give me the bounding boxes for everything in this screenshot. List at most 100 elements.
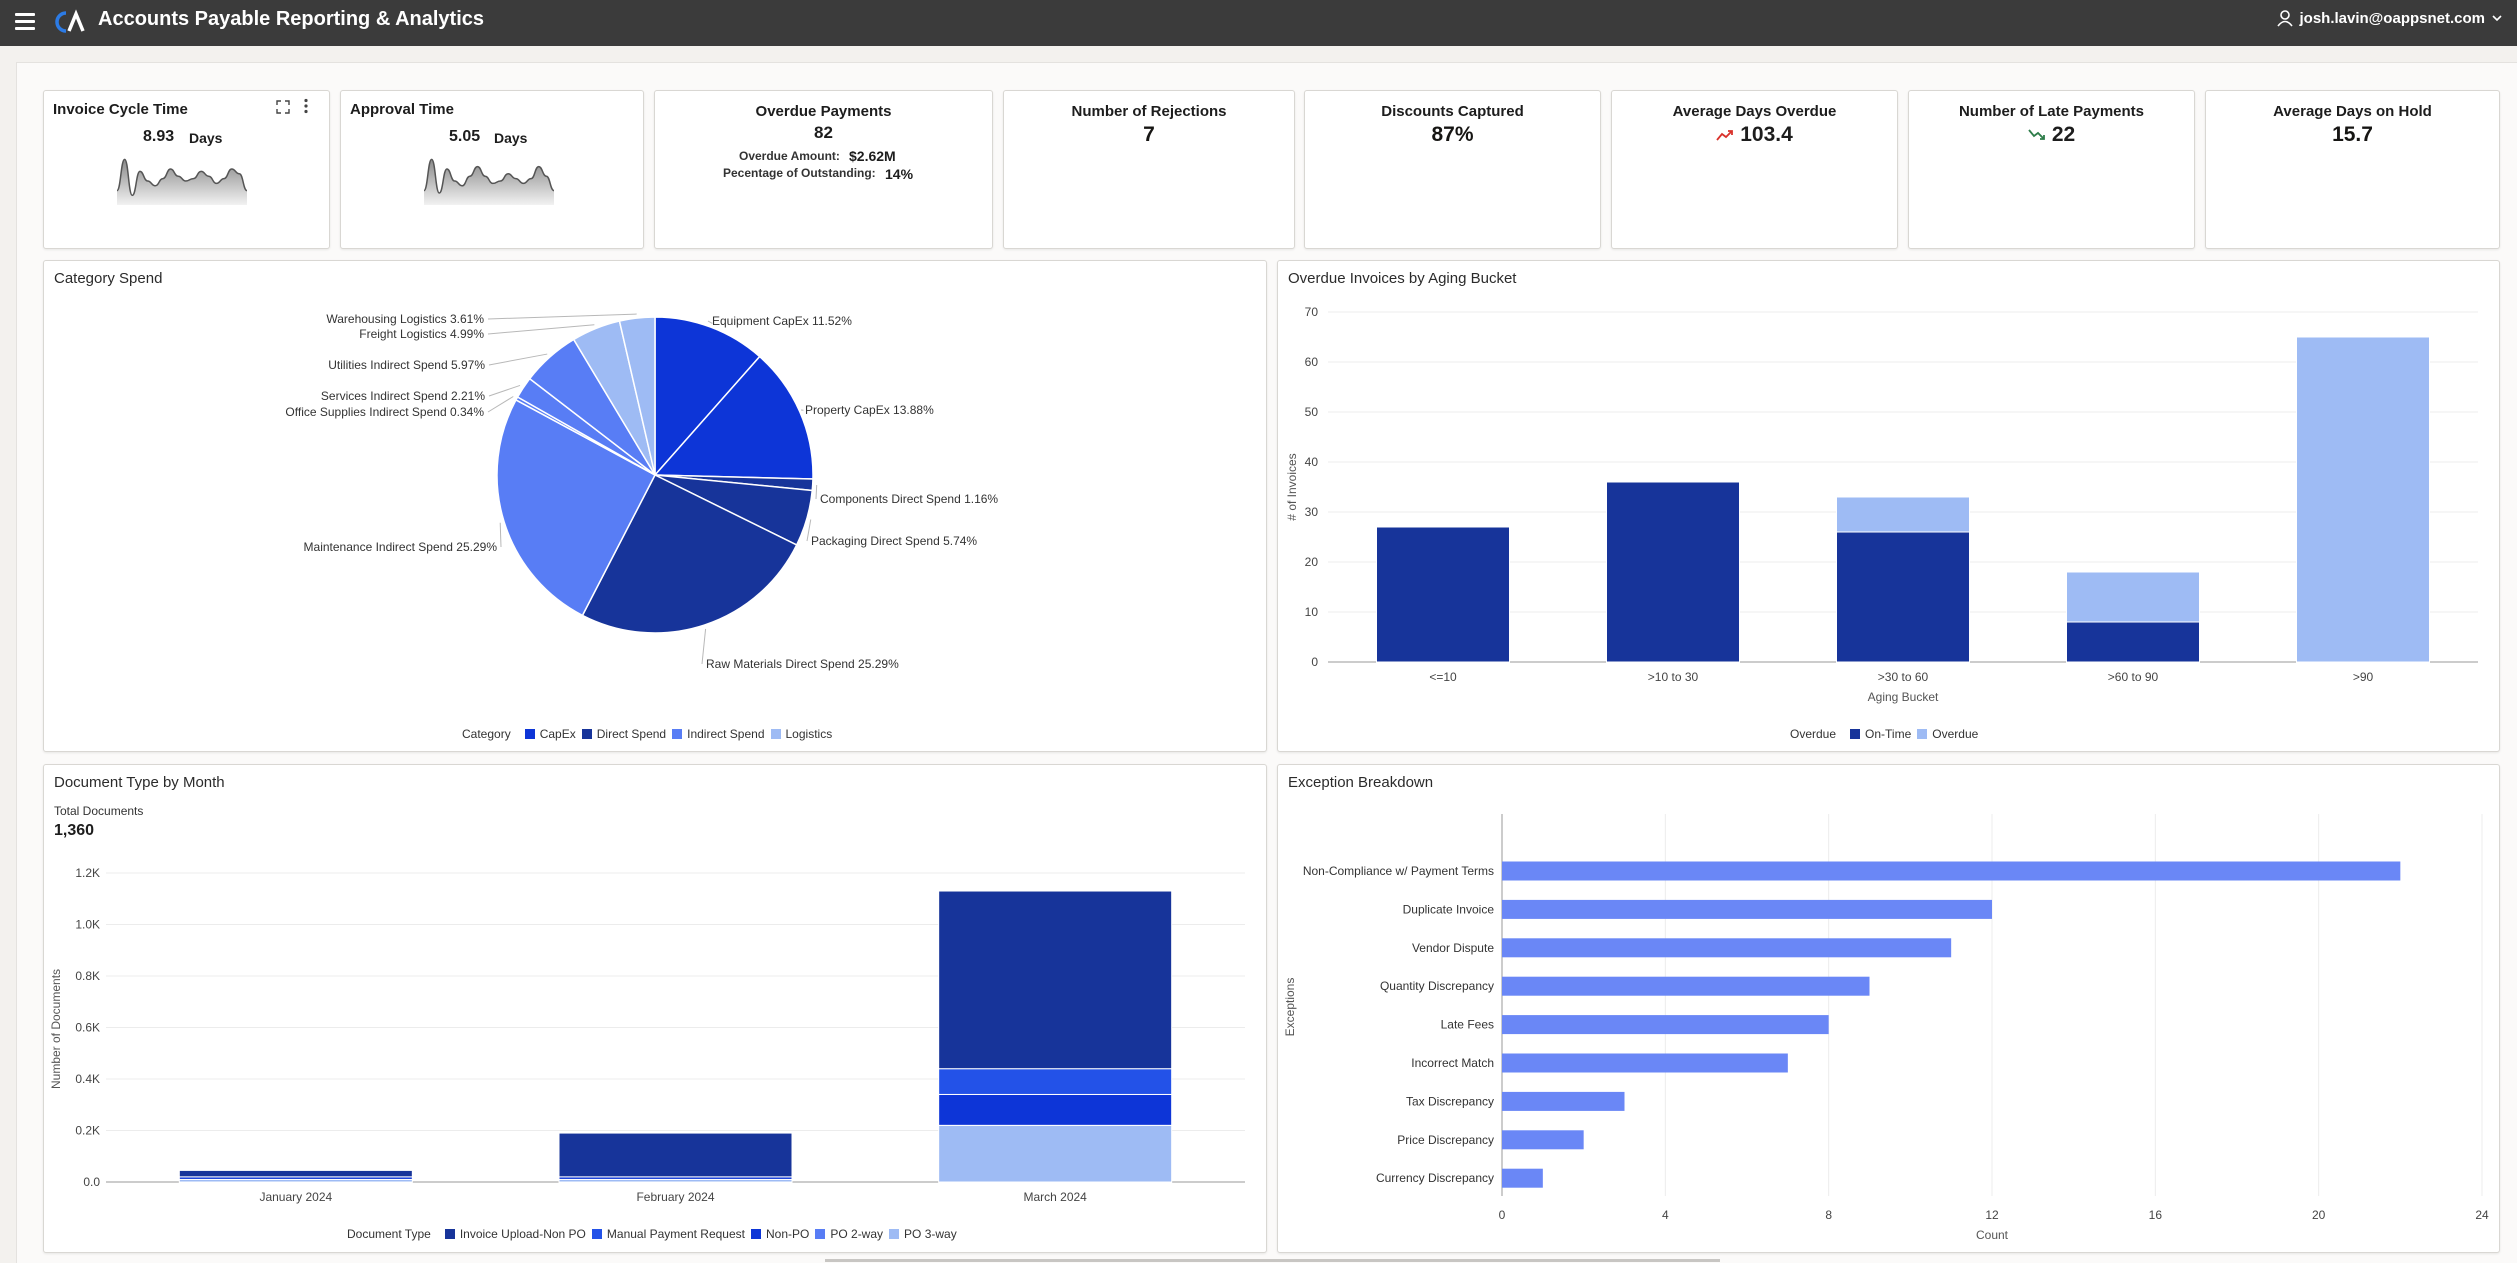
legend-item[interactable]: On-Time <box>1850 727 1911 741</box>
oracle-logo-icon <box>54 9 88 35</box>
trend-up-icon <box>1716 129 1734 141</box>
pie-slice-label: Services Indirect Spend 2.21% <box>321 389 485 403</box>
x-tick-label: February 2024 <box>636 1190 714 1204</box>
kpi-number-of-rejections[interactable]: Number of Rejections 7 <box>1003 90 1295 249</box>
hamburger-menu-icon[interactable] <box>15 13 35 31</box>
kpi-value: 5.05 <box>449 128 480 146</box>
pie-slice-label: Maintenance Indirect Spend 25.29% <box>304 540 498 554</box>
legend-item[interactable]: Non-PO <box>751 1227 809 1241</box>
more-options-icon[interactable] <box>303 98 309 118</box>
kpi-title: Number of Rejections <box>1004 103 1294 120</box>
kpi-title: Overdue Payments <box>655 103 992 120</box>
y-tick-label: 0 <box>1311 655 1318 669</box>
legend-item[interactable]: Manual Payment Request <box>592 1227 745 1241</box>
y-tick-label: Duplicate Invoice <box>1403 902 1495 916</box>
invoice-cycle-sparkline <box>117 153 247 205</box>
legend-item[interactable]: Logistics <box>771 727 833 741</box>
y-tick-label: 1.0K <box>75 918 100 932</box>
x-tick-label: 20 <box>2312 1208 2326 1222</box>
legend-title: Document Type <box>347 1227 431 1241</box>
y-tick-label: 70 <box>1305 305 1319 319</box>
legend-label: Indirect Spend <box>687 727 764 741</box>
pie-leader-line <box>489 354 547 365</box>
y-axis-title: Number of Documents <box>49 969 63 1089</box>
exception-bar <box>1502 1054 1788 1073</box>
x-tick-label: 8 <box>1825 1208 1832 1222</box>
exception-bar <box>1502 1092 1625 1111</box>
legend-item[interactable]: Invoice Upload-Non PO <box>445 1227 586 1241</box>
legend-item[interactable]: CapEx <box>525 727 576 741</box>
x-tick-label: >10 to 30 <box>1648 670 1699 684</box>
kpi-overdue-payments[interactable]: Overdue Payments 82 Overdue Amount: $2.6… <box>654 90 993 249</box>
x-tick-label: <=10 <box>1429 670 1457 684</box>
kpi-value: 87% <box>1305 123 1600 147</box>
legend-label: On-Time <box>1865 727 1911 741</box>
app-title: Accounts Payable Reporting & Analytics <box>98 8 484 31</box>
legend-swatch <box>1850 729 1860 739</box>
kpi-value: 103.4 <box>1740 123 1793 147</box>
y-axis-title: Exceptions <box>1283 978 1297 1037</box>
exception-bar <box>1502 1130 1584 1149</box>
exception-bar <box>1502 862 2400 881</box>
legend-item[interactable]: Indirect Spend <box>672 727 764 741</box>
legend-label: PO 2-way <box>830 1227 883 1241</box>
exception-bar <box>1502 1169 1543 1188</box>
overdue-amount-value: $2.62M <box>849 148 896 164</box>
percentage-outstanding-label: Pecentage of Outstanding: <box>723 166 876 180</box>
expand-icon[interactable] <box>275 99 291 119</box>
exception-bar <box>1502 900 1992 919</box>
legend-label: Logistics <box>786 727 833 741</box>
kpi-value: 82 <box>655 123 992 143</box>
user-email: josh.lavin@oappsnet.com <box>2300 10 2486 27</box>
legend-label: CapEx <box>540 727 576 741</box>
pie-slice-label: Raw Materials Direct Spend 25.29% <box>706 657 899 671</box>
chevron-down-icon <box>2491 12 2503 24</box>
legend-item[interactable]: PO 2-way <box>815 1227 883 1241</box>
x-tick-label: 12 <box>1985 1208 1999 1222</box>
kpi-title: Invoice Cycle Time <box>53 101 188 118</box>
x-tick-label: 24 <box>2475 1208 2489 1222</box>
kpi-invoice-cycle-time[interactable]: Invoice Cycle Time 8.93 Days <box>43 90 330 249</box>
trend-down-icon <box>2028 129 2046 141</box>
x-tick-label: >30 to 60 <box>1878 670 1929 684</box>
y-tick-label: Late Fees <box>1441 1018 1494 1032</box>
kpi-title: Average Days Overdue <box>1612 103 1897 120</box>
legend-item[interactable]: PO 3-way <box>889 1227 957 1241</box>
pie-slice-label: Office Supplies Indirect Spend 0.34% <box>285 405 484 419</box>
legend-item[interactable]: Direct Spend <box>582 727 666 741</box>
legend-item[interactable]: Overdue <box>1917 727 1978 741</box>
kpi-average-days-on-hold[interactable]: Average Days on Hold 15.7 <box>2205 90 2500 249</box>
kpi-title: Number of Late Payments <box>1909 103 2194 120</box>
x-tick-label: January 2024 <box>259 1190 332 1204</box>
stacked-bar-segment <box>939 1125 1172 1182</box>
y-tick-label: Non-Compliance w/ Payment Terms <box>1303 864 1494 878</box>
stacked-bar-segment <box>559 1133 792 1177</box>
exception-bar <box>1502 1015 1829 1034</box>
pie-slice-label: Utilities Indirect Spend 5.97% <box>328 358 485 372</box>
y-tick-label: 0.2K <box>75 1124 100 1138</box>
legend-swatch <box>889 1229 899 1239</box>
y-tick-label: 60 <box>1305 355 1319 369</box>
kpi-average-days-overdue[interactable]: Average Days Overdue 103.4 <box>1611 90 1898 249</box>
kpi-approval-time[interactable]: Approval Time 5.05 Days <box>340 90 644 249</box>
legend-swatch <box>815 1229 825 1239</box>
kpi-discounts-captured[interactable]: Discounts Captured 87% <box>1304 90 1601 249</box>
stacked-bar-segment <box>179 1170 412 1176</box>
y-tick-label: 0.6K <box>75 1021 100 1035</box>
user-menu[interactable]: josh.lavin@oappsnet.com <box>2276 9 2504 27</box>
kpi-number-of-late-payments[interactable]: Number of Late Payments 22 <box>1908 90 2195 249</box>
pie-leader-line <box>500 523 501 547</box>
legend-label: Manual Payment Request <box>607 1227 745 1241</box>
x-tick-label: 16 <box>2149 1208 2163 1222</box>
y-tick-label: Tax Discrepancy <box>1406 1094 1494 1108</box>
pie-leader-line <box>488 397 513 412</box>
y-tick-label: 10 <box>1305 605 1319 619</box>
stacked-bar-segment <box>939 1094 1172 1125</box>
legend-swatch <box>582 729 592 739</box>
kpi-value: 15.7 <box>2206 123 2499 147</box>
